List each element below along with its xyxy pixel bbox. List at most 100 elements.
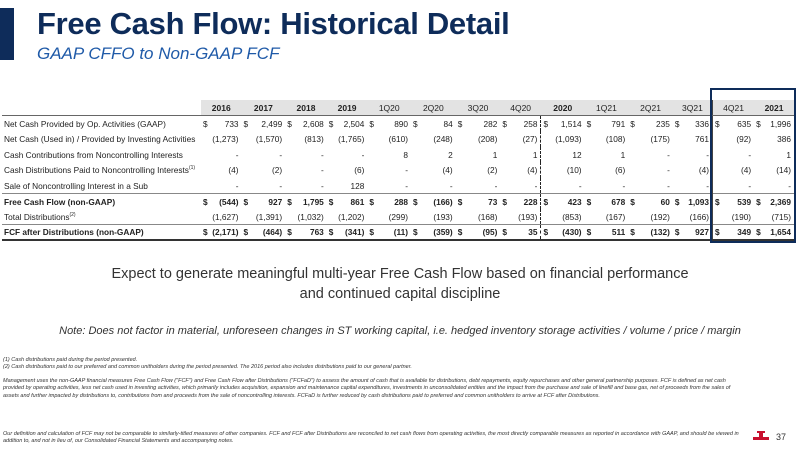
currency-symbol — [411, 209, 420, 225]
value-cell: - — [279, 180, 283, 191]
currency-symbol: $ — [367, 224, 377, 242]
currency-symbol — [285, 178, 294, 194]
value-cell: (1,765) — [338, 133, 365, 144]
currency-symbol — [201, 147, 210, 163]
currency-symbol — [628, 178, 637, 194]
value-cell: - — [667, 165, 670, 176]
value-cell: 1 — [620, 149, 626, 160]
value-cell: - — [235, 149, 239, 160]
currency-symbol — [541, 162, 550, 178]
currency-symbol — [285, 147, 294, 163]
currency-symbol — [500, 162, 509, 178]
column-header: 3Q20 — [455, 100, 501, 117]
value-cell: 73 — [464, 193, 501, 210]
currency-symbol — [456, 209, 465, 225]
value-cell: 890 — [394, 118, 409, 129]
column-header: 2020 — [540, 100, 585, 117]
value-cell: - — [321, 165, 324, 176]
currency-symbol — [411, 162, 420, 178]
currency-symbol — [242, 178, 251, 194]
row-label: Sale of Noncontrolling Interest in a Sub — [4, 180, 148, 191]
value-cell: 423 — [550, 193, 585, 210]
currency-symbol: $ — [243, 118, 249, 129]
currency-symbol: $ — [455, 193, 465, 210]
currency-symbol: $ — [328, 118, 334, 129]
value-cell: (14) — [776, 165, 791, 176]
currency-symbol — [585, 209, 594, 225]
row-label: Cash Distributions Paid to Noncontrollin… — [4, 165, 196, 176]
value-cell: 927 — [682, 224, 713, 242]
currency-symbol: $ — [628, 193, 638, 210]
currency-symbol: $ — [200, 224, 211, 242]
value-cell: (1,391) — [255, 211, 283, 222]
value-cell: (208) — [477, 133, 498, 144]
value-cell: - — [235, 180, 239, 191]
value-cell: 539 — [721, 193, 755, 210]
currency-symbol: $ — [584, 224, 594, 242]
table-row: Sale of Noncontrolling Interest in a Sub… — [2, 177, 794, 194]
value-cell: (813) — [304, 133, 324, 144]
currency-symbol: $ — [756, 118, 761, 129]
currency-symbol — [628, 162, 637, 178]
currency-symbol — [628, 131, 637, 147]
currency-symbol — [585, 131, 594, 147]
value-cell: (27) — [509, 131, 542, 147]
value-cell: - — [667, 180, 670, 191]
currency-symbol: $ — [326, 193, 336, 210]
currency-symbol: $ — [502, 118, 507, 129]
value-cell: 2,369 — [763, 193, 794, 210]
value-cell: (95) — [464, 224, 501, 242]
value-cell: (132) — [637, 224, 673, 242]
value-cell: (10) — [566, 165, 582, 176]
currency-symbol — [367, 162, 376, 178]
value-cell: 2,499 — [261, 118, 283, 129]
currency-symbol — [456, 178, 465, 194]
currency-symbol: $ — [630, 118, 635, 129]
row-label: Cash Contributions from Noncontrolling I… — [4, 149, 183, 160]
value-cell: (1,093) — [555, 133, 582, 144]
row-label: FCF after Distributions (non-GAAP) — [2, 224, 201, 242]
value-cell: 511 — [593, 224, 629, 242]
table-row: Net Cash Provided by Op. Activities (GAA… — [2, 115, 794, 132]
currency-symbol — [242, 131, 251, 147]
column-header: 4Q20 — [500, 100, 541, 117]
value-cell: 733 — [224, 118, 239, 129]
currency-symbol: $ — [586, 118, 592, 129]
value-cell: - — [494, 180, 498, 191]
currency-symbol: $ — [540, 193, 551, 210]
table-header-row: 2016 2017 2018 2019 1Q20 2Q20 3Q20 4Q20 2020 1Q21… — [2, 100, 794, 117]
value-cell: 1,654 — [763, 224, 794, 242]
currency-symbol — [201, 131, 210, 147]
currency-symbol: $ — [674, 118, 680, 129]
currency-symbol: $ — [287, 118, 292, 129]
column-header: 2017 — [241, 100, 286, 117]
currency-symbol: $ — [712, 193, 722, 210]
currency-symbol — [673, 147, 682, 163]
currency-symbol — [541, 147, 550, 163]
currency-symbol — [201, 209, 210, 225]
column-header: 4Q21 — [712, 100, 755, 117]
currency-symbol — [411, 147, 420, 163]
value-cell: - — [321, 149, 324, 160]
table-row: Total Distributions(2) (1,627) (1,391) (1,0… — [2, 209, 794, 225]
currency-symbol — [285, 131, 294, 147]
value-cell: 84 — [443, 118, 453, 129]
value-cell: (1,032) — [297, 211, 324, 222]
value-cell: (4) — [228, 165, 239, 176]
currency-symbol — [367, 147, 376, 163]
value-cell: (175) — [650, 133, 670, 144]
value-cell: - — [622, 180, 626, 191]
fcf-table-container: 2016 2017 2018 2019 1Q20 2Q20 3Q20 4Q20 2020 1Q21… — [2, 100, 794, 242]
currency-symbol — [541, 131, 550, 147]
company-logo-icon — [753, 431, 769, 440]
currency-symbol — [327, 209, 336, 225]
value-cell: (11) — [376, 224, 412, 242]
value-cell: (544) — [210, 193, 242, 210]
currency-symbol — [327, 131, 336, 147]
value-cell: 2 — [448, 149, 453, 160]
value-cell: 791 — [611, 118, 626, 129]
value-cell: (168) — [477, 211, 498, 222]
value-cell: (4) — [740, 165, 752, 176]
column-header: 2019 — [326, 100, 368, 117]
currency-symbol — [585, 147, 594, 163]
